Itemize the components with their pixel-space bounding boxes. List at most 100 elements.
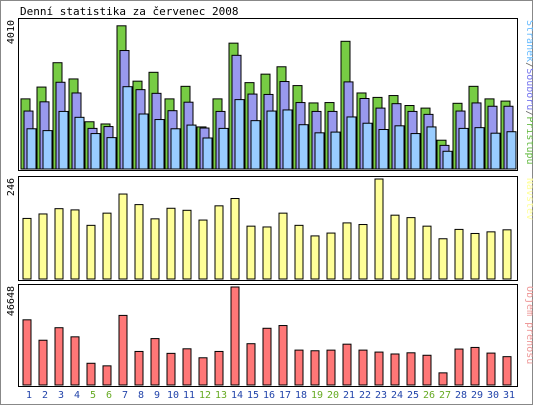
bar-pages-day-16	[266, 110, 277, 170]
bar-volume-day-4	[70, 336, 80, 386]
bar-visits-day-17	[278, 212, 288, 280]
bar-visits-day-3	[54, 208, 64, 280]
bar-volume-day-25	[406, 352, 416, 386]
bar-pages-day-9	[154, 119, 165, 170]
bar-visits-day-9	[150, 218, 160, 280]
chart-title: Denní statistika za červenec 2008	[20, 5, 239, 18]
bar-visits-day-11	[182, 209, 192, 280]
bar-volume-day-17	[278, 325, 288, 386]
bar-pages-day-15	[250, 120, 261, 170]
bar-volume-day-9	[150, 338, 160, 386]
bar-visits-day-25	[406, 217, 416, 280]
x-tick-label-day-21: 21	[343, 390, 355, 401]
bar-pages-day-7	[122, 86, 133, 170]
bar-volume-day-27	[438, 372, 448, 386]
x-tick-label-day-9: 9	[154, 390, 160, 401]
y-max-label: 4010	[6, 20, 17, 44]
bar-volume-day-14	[230, 286, 240, 386]
bar-visits-day-6	[102, 212, 112, 280]
bar-volume-day-16	[262, 327, 272, 386]
bar-volume-day-1	[22, 319, 32, 386]
x-tick-label-day-4: 4	[74, 390, 80, 401]
bar-pages-day-12	[202, 137, 213, 170]
bar-pages-day-13	[218, 127, 229, 170]
legend-part-3: Souborů	[524, 68, 533, 110]
bar-volume-day-21	[342, 343, 352, 386]
bar-pages-day-3	[58, 110, 69, 170]
bar-visits-day-8	[134, 204, 144, 280]
bar-pages-day-1	[26, 128, 37, 170]
bar-visits-day-2	[38, 213, 48, 280]
x-tick-label-day-14: 14	[231, 390, 243, 401]
bar-visits-day-5	[86, 224, 96, 280]
x-tick-label-day-10: 10	[167, 390, 179, 401]
bar-volume-day-10	[166, 352, 176, 386]
bar-volume-day-8	[134, 350, 144, 386]
bar-visits-day-19	[310, 235, 320, 280]
x-tick-label-day-11: 11	[183, 390, 195, 401]
bar-visits-day-27	[438, 238, 448, 280]
bar-pages-day-23	[378, 129, 389, 170]
bar-pages-day-26	[426, 126, 437, 170]
x-tick-label-day-12: 12	[199, 390, 211, 401]
bar-volume-day-24	[390, 353, 400, 386]
bar-pages-day-29	[474, 127, 485, 170]
bar-visits-day-7	[118, 193, 128, 280]
x-tick-label-day-22: 22	[359, 390, 371, 401]
legend-part-2: /	[524, 62, 533, 68]
bar-pages-day-27	[442, 150, 453, 170]
bar-pages-day-2	[42, 130, 53, 170]
bar-volume-day-13	[214, 350, 224, 386]
bar-visits-day-24	[390, 214, 400, 280]
bar-volume-day-7	[118, 314, 128, 386]
bar-visits-day-4	[70, 209, 80, 280]
bar-pages-day-8	[138, 113, 149, 170]
bar-pages-day-21	[346, 116, 357, 170]
bar-visits-day-1	[22, 217, 32, 280]
bar-pages-day-5	[90, 133, 101, 170]
x-tick-label-day-19: 19	[311, 390, 323, 401]
y-max-label: 46648	[6, 286, 17, 316]
bar-visits-day-14	[230, 198, 240, 280]
bar-pages-day-30	[490, 132, 501, 170]
x-tick-label-day-26: 26	[423, 390, 435, 401]
bar-visits-day-22	[358, 224, 368, 280]
bar-volume-day-11	[182, 348, 192, 386]
bar-visits-day-23	[374, 178, 384, 280]
bar-volume-day-18	[294, 349, 304, 386]
bar-pages-day-19	[314, 132, 325, 170]
bar-pages-day-4	[74, 116, 85, 170]
legend-label: Objem přenosu	[524, 286, 533, 364]
bar-visits-day-12	[198, 219, 208, 280]
x-tick-label-day-18: 18	[295, 390, 307, 401]
bar-pages-day-18	[298, 124, 309, 170]
legend-part-4: /	[524, 110, 533, 116]
bar-visits-day-21	[342, 222, 352, 280]
bar-visits-day-18	[294, 224, 304, 280]
x-tick-label-day-2: 2	[42, 390, 48, 401]
bar-volume-day-31	[502, 356, 512, 386]
bar-pages-day-14	[234, 99, 245, 170]
bar-pages-day-22	[362, 122, 373, 170]
bar-volume-day-5	[86, 362, 96, 386]
x-tick-label-day-6: 6	[106, 390, 112, 401]
bar-pages-day-31	[506, 131, 517, 170]
x-tick-label-day-24: 24	[391, 390, 403, 401]
bar-pages-day-28	[458, 127, 469, 170]
bar-visits-day-29	[470, 232, 480, 280]
bar-volume-day-23	[374, 351, 384, 386]
x-tick-label-day-16: 16	[263, 390, 275, 401]
bar-visits-day-26	[422, 225, 432, 280]
bar-visits-day-28	[454, 228, 464, 280]
x-tick-label-day-25: 25	[407, 390, 419, 401]
x-tick-label-day-29: 29	[471, 390, 483, 401]
x-tick-label-day-5: 5	[90, 390, 96, 401]
bar-visits-day-13	[214, 205, 224, 280]
x-tick-label-day-31: 31	[503, 390, 515, 401]
bar-visits-day-15	[246, 225, 256, 280]
bar-pages-day-6	[106, 137, 117, 170]
x-tick-label-day-20: 20	[327, 390, 339, 401]
bar-volume-day-6	[102, 365, 112, 386]
